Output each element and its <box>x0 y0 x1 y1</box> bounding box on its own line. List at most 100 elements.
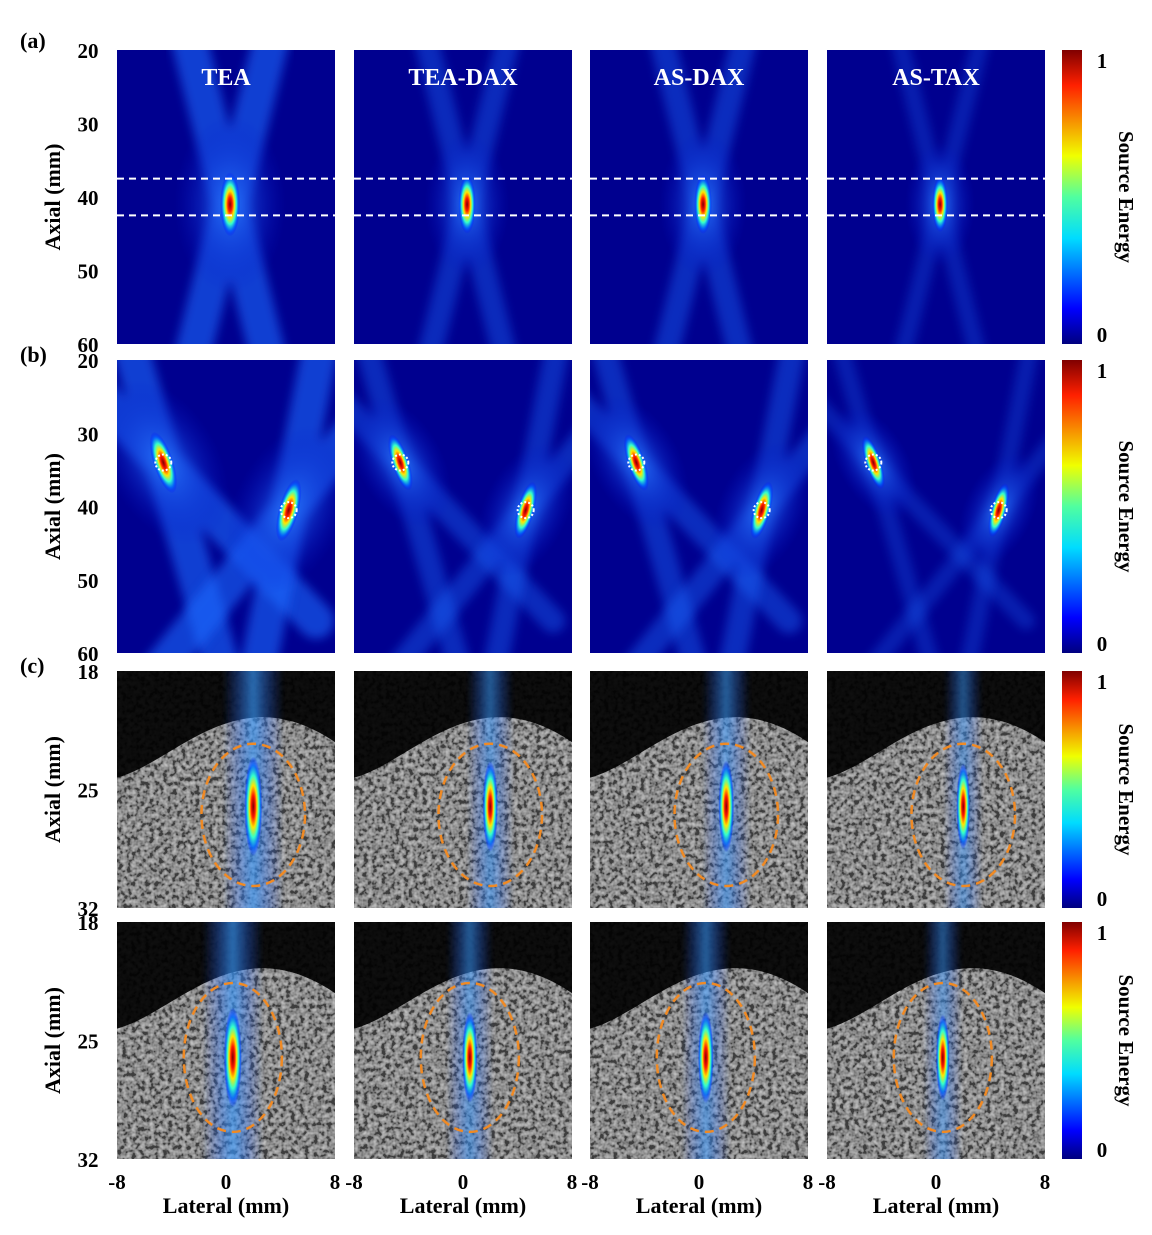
x-axis-label: Lateral (mm) <box>163 1193 289 1218</box>
colorbar-max-label: 1 <box>1097 670 1108 694</box>
lesion-contour <box>437 742 544 888</box>
colorbar-label: Source Energy <box>1114 723 1138 856</box>
y-tick-label: 40 <box>78 496 99 520</box>
source-peak <box>220 172 241 237</box>
panel-a-tea: TEA <box>117 50 335 344</box>
x-tick-label: -8 <box>345 1170 363 1194</box>
colorbar-max-label: 1 <box>1097 359 1108 383</box>
background-air <box>827 922 1045 1029</box>
x-tick-label: 0 <box>931 1170 942 1194</box>
y-tick-label: 18 <box>78 911 99 935</box>
source-peak <box>149 431 178 494</box>
y-tick-label: 25 <box>78 779 99 803</box>
panel-a-as-dax: AS-DAX <box>590 50 808 344</box>
panel-b-as-tax <box>827 360 1045 653</box>
lesion-contour <box>182 981 284 1134</box>
source-peak <box>750 481 774 539</box>
source-peak <box>956 763 971 850</box>
x-tick-label: 8 <box>567 1170 578 1194</box>
panels-layer: TEA TEA-DAX AS-DAX AS-TAX <box>117 50 1045 1159</box>
source-peak <box>275 479 302 542</box>
source-peak <box>482 760 498 852</box>
colorbar-min-label: 0 <box>1097 632 1108 656</box>
source-peak <box>458 175 476 234</box>
y-tick-label: 50 <box>78 569 99 593</box>
source-peak <box>623 434 649 491</box>
background-air <box>117 922 335 1029</box>
x-tick-label: 8 <box>803 1170 814 1194</box>
panel-label: (c) <box>20 653 44 678</box>
y-axis-label: Axial (mm) <box>40 987 65 1094</box>
colorbar-min-label: 0 <box>1097 323 1108 347</box>
source-peak <box>514 481 537 539</box>
lesion-contour <box>910 742 1017 888</box>
colorbar-label: Source Energy <box>1114 131 1138 264</box>
colorbar-gradient <box>1062 360 1082 653</box>
y-tick-label: 32 <box>78 1148 99 1172</box>
panel-b-tea-dax <box>354 360 572 653</box>
colorbar: 1 0 Source Energy <box>1062 921 1138 1162</box>
target-marker <box>391 453 410 472</box>
background-air <box>590 671 808 778</box>
source-peak <box>932 176 948 233</box>
colorbar-max-label: 1 <box>1097 49 1108 73</box>
panel-c2-as-dax <box>590 922 808 1159</box>
y-tick-label: 30 <box>78 113 99 137</box>
panel-b-tea <box>117 360 335 653</box>
panel-c2-tea <box>117 922 335 1159</box>
source-peak <box>223 1007 242 1108</box>
colorbar-gradient <box>1062 671 1082 908</box>
source-peak <box>935 1014 950 1101</box>
source-peak <box>462 1011 478 1103</box>
target-marker <box>279 501 298 520</box>
background-air <box>827 671 1045 778</box>
y-tick-label: 50 <box>78 260 99 284</box>
y-axis-label: Axial (mm) <box>40 736 65 843</box>
source-peak <box>861 435 885 490</box>
background-air <box>354 922 572 1029</box>
target-marker <box>864 453 883 472</box>
x-tick-label: -8 <box>581 1170 599 1194</box>
y-tick-label: 18 <box>78 660 99 684</box>
y-tick-label: 32 <box>78 897 99 921</box>
method-title: TEA-DAX <box>408 65 518 91</box>
lesion-contour <box>419 981 521 1134</box>
source-peak <box>244 756 263 857</box>
y-axis-label: Axial (mm) <box>40 453 65 560</box>
panel-c1-tea <box>117 671 335 908</box>
panel-a-as-tax: AS-TAX <box>827 50 1045 344</box>
lesion-contour <box>673 742 780 888</box>
colorbar: 1 0 Source Energy <box>1062 359 1138 656</box>
source-peak <box>988 483 1010 538</box>
x-tick-label: 0 <box>694 1170 705 1194</box>
colorbar-min-label: 0 <box>1097 1138 1108 1162</box>
y-axis-label: Axial (mm) <box>40 144 65 251</box>
panel-c1-as-tax <box>827 671 1045 908</box>
colorbar-label: Source Energy <box>1114 974 1138 1107</box>
colorbar: 1 0 Source Energy <box>1062 670 1138 911</box>
panel-label: (b) <box>20 342 47 367</box>
source-peak <box>388 434 413 491</box>
y-tick-label: 40 <box>78 186 99 210</box>
panel-label: (a) <box>20 28 46 53</box>
target-marker <box>989 501 1008 520</box>
colorbar-max-label: 1 <box>1097 921 1108 945</box>
x-axis-label: Lateral (mm) <box>873 1193 999 1218</box>
lesion-contour <box>200 742 307 888</box>
x-tick-label: 0 <box>458 1170 469 1194</box>
colorbar-label: Source Energy <box>1114 440 1138 573</box>
colorbar-gradient <box>1062 50 1082 344</box>
colorbar: 1 0 Source Energy <box>1062 49 1138 347</box>
x-tick-label: -8 <box>108 1170 126 1194</box>
panel-c1-as-dax <box>590 671 808 908</box>
background-air <box>590 922 808 1029</box>
colorbar-gradient <box>1062 922 1082 1159</box>
panel-c1-tea-dax <box>354 671 572 908</box>
y-tick-label: 60 <box>78 333 99 357</box>
y-tick-label: 60 <box>78 642 99 666</box>
target-marker <box>154 453 173 472</box>
labels-layer: Axial (mm) 20 30 40 50 60 (a) 1 0 Source Energy Ax… <box>20 28 1138 1218</box>
lesion-contour <box>655 981 757 1134</box>
x-axis-label: Lateral (mm) <box>636 1193 762 1218</box>
